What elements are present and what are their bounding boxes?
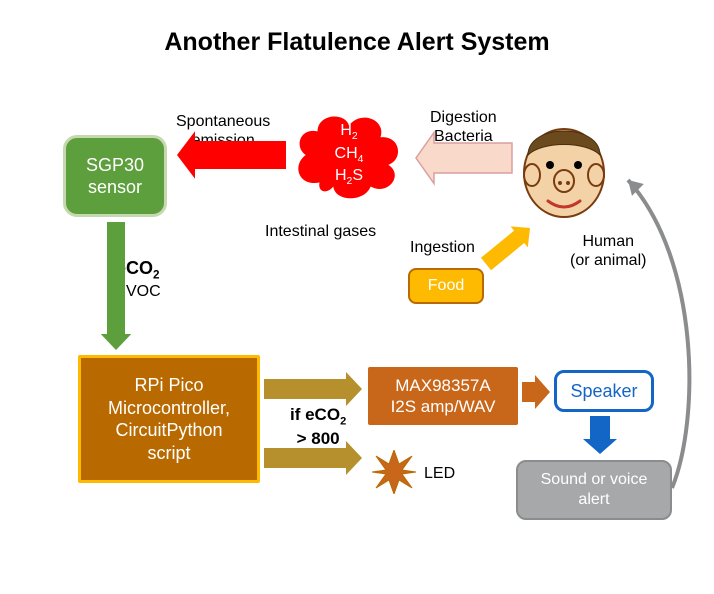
rpi-l3: CircuitPython bbox=[108, 419, 230, 442]
amp-to-speaker bbox=[522, 375, 550, 409]
led-starburst-icon bbox=[372, 450, 416, 494]
sensor-label-1: SGP30 bbox=[86, 154, 144, 177]
rpi-l1: RPi Pico bbox=[108, 374, 230, 397]
ingestion-label: Ingestion bbox=[410, 238, 475, 257]
voc-label: VOC bbox=[126, 282, 161, 301]
speaker-node: Speaker bbox=[554, 370, 654, 412]
human-face-icon bbox=[516, 115, 612, 223]
gas-h2: H2 bbox=[335, 121, 364, 144]
ingestion-arrow bbox=[481, 226, 530, 270]
diagram-title: Another Flatulence Alert System bbox=[0, 28, 714, 57]
gas-ch4: CH4 bbox=[335, 144, 364, 167]
speaker-label: Speaker bbox=[570, 380, 637, 403]
intestinal-gases-cloud: H2 CH4 H2S bbox=[290, 105, 408, 205]
sgp30-sensor-node: SGP30 sensor bbox=[63, 135, 167, 217]
gas-h2s: H2S bbox=[335, 166, 364, 189]
human-label: Human (or animal) bbox=[570, 232, 646, 270]
alert-l1: Sound or voice bbox=[541, 470, 648, 490]
eco2-label: eCO2 bbox=[116, 258, 160, 283]
led-text-label: LED bbox=[424, 464, 455, 483]
food-label: Food bbox=[428, 276, 464, 296]
rpi-l2: Microcontroller, bbox=[108, 397, 230, 420]
speaker-to-alert bbox=[583, 416, 617, 454]
max98357a-amp-node: MAX98357A I2S amp/WAV bbox=[368, 367, 518, 425]
amp-l2: I2S amp/WAV bbox=[391, 396, 496, 417]
spontaneous-emission-label: Spontaneous emission bbox=[176, 112, 270, 150]
alert-node: Sound or voice alert bbox=[516, 460, 672, 520]
intestinal-gases-label: Intestinal gases bbox=[265, 222, 376, 241]
alert-to-human-head bbox=[628, 180, 644, 196]
rpi-to-amp bbox=[264, 372, 362, 406]
sensor-label-2: sensor bbox=[86, 176, 144, 199]
rpi-pico-node: RPi Pico Microcontroller, CircuitPython … bbox=[78, 355, 260, 483]
food-node: Food bbox=[408, 268, 484, 304]
alert-l2: alert bbox=[541, 490, 648, 510]
digestion-bacteria-label: Digestion Bacteria bbox=[430, 108, 497, 146]
condition-label: if eCO2 > 800 bbox=[290, 405, 346, 449]
rpi-l4: script bbox=[108, 442, 230, 465]
alert-to-human bbox=[628, 180, 689, 488]
amp-l1: MAX98357A bbox=[391, 375, 496, 396]
